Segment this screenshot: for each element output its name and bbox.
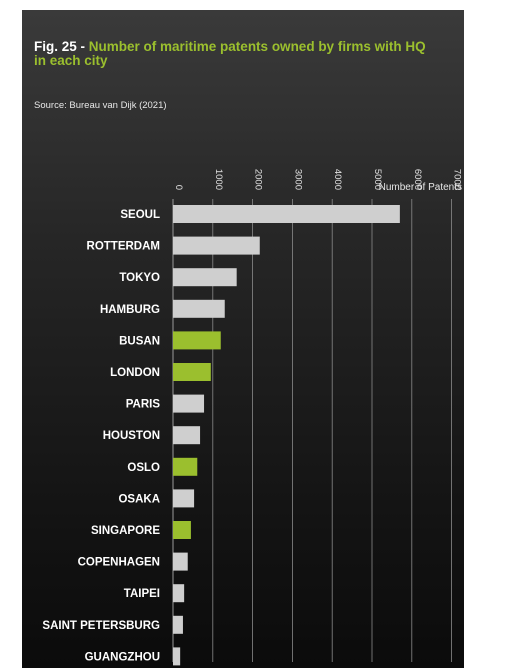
category-label: ROTTERDAM (87, 241, 160, 253)
figure-title-text: Number of maritime patents owned by firm… (34, 39, 426, 68)
bar (173, 268, 237, 287)
bar (173, 584, 185, 603)
bar (173, 521, 191, 539)
bar (173, 299, 225, 318)
bar (173, 615, 183, 634)
bar (173, 394, 205, 413)
category-label: SEOUL (120, 209, 160, 221)
category-label: SAINT PETERSBURG (42, 620, 160, 632)
x-axis-title: Number of Patents (379, 182, 462, 193)
bar (173, 205, 400, 223)
category-label: BUSAN (119, 335, 160, 347)
bar (173, 647, 181, 666)
category-label: COPENHAGEN (78, 557, 160, 569)
x-tick-label: 7000 (452, 169, 463, 190)
figure-title: Fig. 25 - Number of maritime patents own… (34, 40, 434, 68)
bar (173, 489, 195, 508)
bar (173, 426, 201, 445)
category-label: TOKYO (119, 272, 160, 284)
category-label: GUANGZHOU (85, 651, 160, 663)
category-label: SINGAPORE (91, 525, 160, 537)
category-label: OSLO (127, 462, 160, 474)
x-tick-label: 1000 (213, 169, 224, 190)
bar (173, 457, 198, 476)
category-label: PARIS (126, 399, 161, 411)
bar (173, 331, 221, 350)
category-labels: SEOUL ROTTERDAM TOKYO HAMBURG BUSAN LONDON PAR… (42, 209, 160, 663)
chart-panel (22, 10, 464, 668)
bars (173, 205, 400, 666)
x-tick-label: 0 (173, 185, 184, 190)
category-label: HOUSTON (103, 430, 160, 442)
bar (173, 552, 188, 571)
x-tick-label: 2000 (253, 169, 264, 190)
bar (173, 236, 260, 255)
x-tick-label: 4000 (332, 169, 343, 190)
x-tick-labels: 0 1000 2000 3000 4000 5000 6000 7000 (173, 169, 463, 190)
bar (173, 363, 211, 381)
category-label: TAIPEI (124, 588, 160, 600)
x-tick-label: 6000 (412, 169, 423, 190)
category-label: HAMBURG (100, 304, 160, 316)
x-tick-label: 3000 (292, 169, 303, 190)
figure-source: Source: Bureau van Dijk (2021) (34, 100, 167, 111)
category-label: OSAKA (118, 493, 160, 505)
category-label: LONDON (110, 367, 160, 379)
gridlines (212, 199, 453, 662)
figure-label: Fig. 25 - (34, 39, 86, 54)
x-tick-label: 5000 (372, 169, 383, 190)
